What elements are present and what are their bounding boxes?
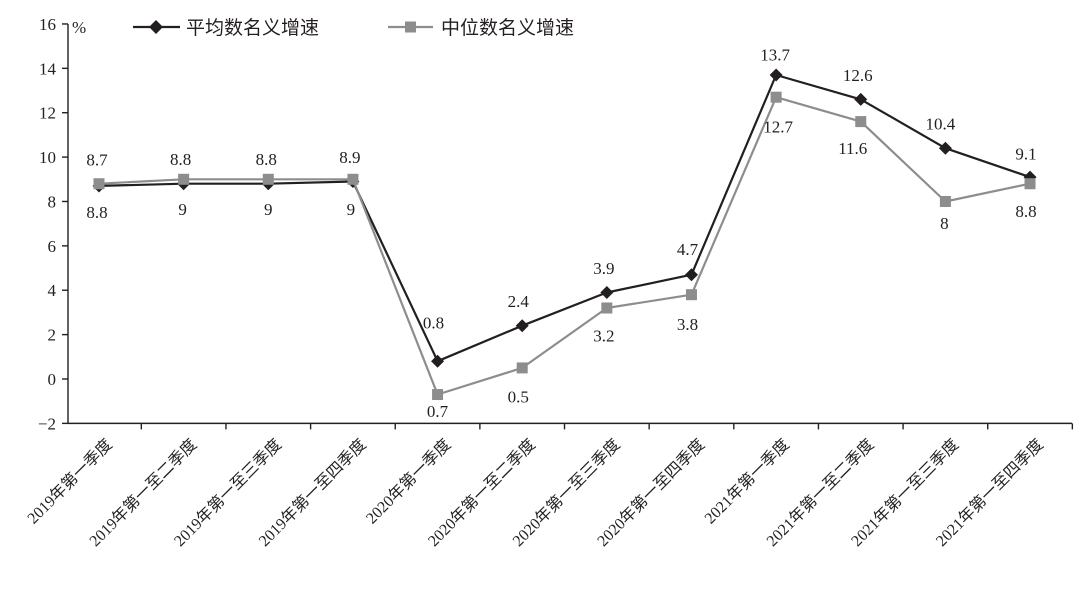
data-point-median (855, 116, 867, 128)
data-label-median: 8.8 (86, 203, 107, 222)
x-tick-label: 2021年第一季度 (701, 435, 793, 527)
x-tick-label: 2020年第一季度 (362, 435, 454, 527)
data-point-median (1024, 178, 1036, 190)
data-point-median (601, 302, 613, 314)
y-tick-label: −2 (38, 414, 56, 433)
data-label-mean: 4.7 (677, 240, 699, 259)
data-point-median (347, 173, 359, 185)
data-point-mean (431, 354, 445, 368)
y-tick-label: 14 (39, 59, 57, 78)
y-tick-label: 0 (48, 370, 57, 389)
data-label-mean: 9.1 (1015, 145, 1036, 164)
data-label-median: 9 (178, 200, 187, 219)
data-point-median (432, 389, 444, 401)
data-labels: 8.7 8.8 8.8 8.9 0.8 2.4 3.9 4.7 13.7 12.6 10.4 9.1 8… (86, 45, 1036, 421)
data-label-median: 9 (347, 200, 356, 219)
data-point-median (93, 178, 105, 190)
legend-label-median: 中位数名义增速 (441, 17, 574, 39)
data-label-median: 8.8 (1015, 202, 1036, 221)
data-label-median: 12.7 (763, 118, 793, 137)
data-label-mean: 10.4 (926, 115, 956, 134)
series-line-median (98, 96, 1031, 396)
series-layer (92, 68, 1037, 401)
legend-label-mean: 平均数名义增速 (186, 17, 319, 39)
data-point-median (262, 173, 274, 185)
y-axis-unit: % (72, 18, 86, 37)
data-label-mean: 13.7 (760, 45, 790, 64)
data-label-mean: 3.9 (593, 259, 614, 278)
axes: −202468101214162019年第一季度2019年第一至二季度2019年… (24, 15, 1074, 550)
legend: 平均数名义增速 中位数名义增速 (133, 17, 574, 39)
data-point-median (939, 195, 951, 207)
data-label-median: 0.7 (427, 402, 449, 421)
data-label-mean: 8.9 (339, 148, 360, 167)
data-label-mean: 8.7 (86, 150, 108, 169)
data-point-median (516, 362, 528, 374)
data-point-median (178, 173, 190, 185)
data-point-mean (515, 319, 529, 333)
data-label-mean: 8.8 (256, 150, 277, 169)
x-tick-label: 2019年第一季度 (24, 435, 116, 527)
data-label-mean: 8.8 (170, 150, 191, 169)
legend-item-mean: 平均数名义增速 (133, 17, 319, 39)
data-label-mean: 0.8 (423, 314, 444, 333)
y-tick-label: 4 (48, 281, 57, 300)
data-point-mean (854, 92, 868, 106)
y-tick-label: 8 (48, 192, 57, 211)
data-label-median: 3.2 (593, 326, 614, 345)
data-label-median: 8 (940, 214, 949, 233)
data-label-median: 11.6 (838, 139, 867, 158)
data-point-median (770, 91, 782, 103)
data-point-median (685, 289, 697, 301)
data-point-mean (684, 268, 698, 282)
y-tick-label: 6 (48, 237, 57, 256)
data-label-median: 9 (264, 200, 273, 219)
data-label-mean: 12.6 (843, 66, 873, 85)
y-tick-label: 10 (39, 148, 56, 167)
data-point-mean (600, 285, 614, 299)
legend-square-marker (405, 21, 416, 33)
series-line-mean (98, 73, 1031, 363)
legend-item-median: 中位数名义增速 (388, 17, 574, 39)
data-point-mean (938, 141, 952, 155)
data-label-median: 0.5 (508, 387, 529, 406)
legend-diamond-marker (149, 20, 163, 34)
y-tick-label: 12 (39, 104, 56, 123)
data-label-median: 3.8 (677, 315, 698, 334)
data-point-mean (769, 68, 783, 82)
y-tick-label: 2 (48, 326, 57, 345)
data-label-mean: 2.4 (508, 292, 530, 311)
y-tick-label: 16 (39, 15, 56, 34)
